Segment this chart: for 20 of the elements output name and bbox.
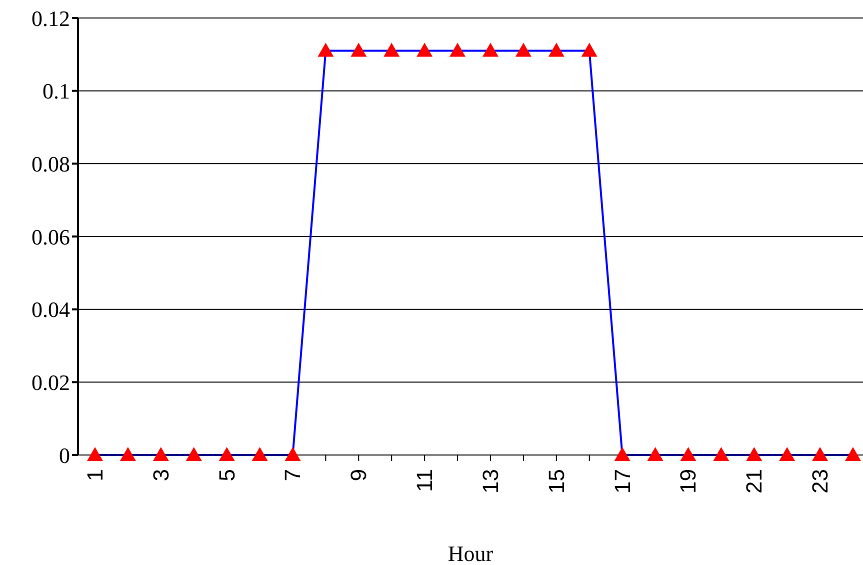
x-tick-label: 11 (412, 469, 438, 492)
x-axis-title: Hour (448, 541, 494, 565)
y-tick-label: 0.02 (32, 370, 70, 395)
x-tick-label: 5 (214, 469, 240, 482)
x-tick-label: 13 (478, 469, 503, 494)
x-tick-label: 23 (808, 469, 833, 494)
x-tick-label: 1 (82, 469, 108, 482)
x-tick-label: 17 (610, 469, 635, 494)
y-tick-label: 0.12 (32, 6, 70, 31)
y-tick-label: 0 (59, 442, 70, 468)
y-tick-label: 0.1 (42, 78, 70, 104)
x-tick-label: 9 (346, 469, 372, 482)
x-tick-label: 21 (742, 469, 767, 494)
x-tick-label: 19 (676, 469, 701, 494)
y-tick-label: 0.04 (32, 297, 70, 322)
x-tick-label: 3 (148, 469, 174, 482)
y-tick-label: 0.08 (32, 151, 70, 176)
y-tick-label: 0.06 (32, 224, 70, 250)
x-tick-label: 7 (280, 469, 306, 482)
x-tick-label: 15 (544, 469, 569, 494)
